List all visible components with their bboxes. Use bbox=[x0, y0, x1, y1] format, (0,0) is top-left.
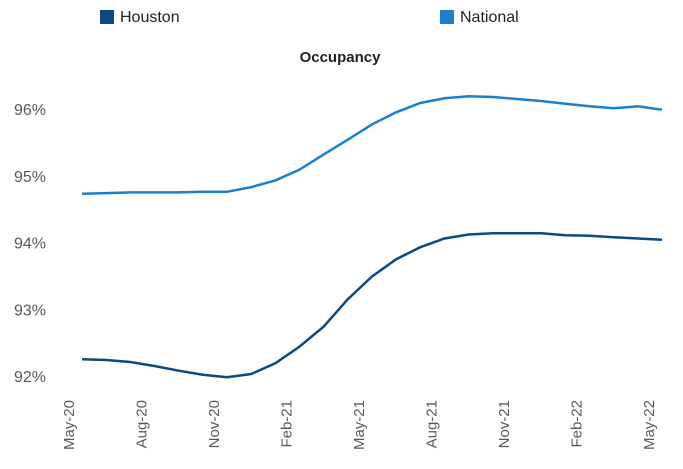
legend-swatch bbox=[440, 10, 454, 24]
x-tick-label: Nov-21 bbox=[496, 400, 513, 448]
x-tick-label: Feb-22 bbox=[568, 400, 585, 448]
y-tick-label: 96% bbox=[14, 102, 46, 119]
legend-label: Houston bbox=[120, 9, 180, 26]
y-tick-label: 95% bbox=[14, 169, 46, 186]
y-tick-label: 92% bbox=[14, 369, 46, 386]
x-tick-label: Aug-21 bbox=[423, 400, 440, 448]
x-tick-label: Nov-20 bbox=[206, 400, 223, 448]
y-tick-label: 94% bbox=[14, 236, 46, 253]
x-tick-label: May-21 bbox=[351, 400, 368, 450]
x-tick-label: Feb-21 bbox=[278, 400, 295, 448]
line-series bbox=[81, 231, 663, 379]
y-tick-label: 93% bbox=[14, 302, 46, 319]
line-series bbox=[81, 95, 663, 196]
x-tick-label: May-20 bbox=[61, 400, 78, 450]
x-tick-label: Aug-20 bbox=[133, 400, 150, 448]
legend-swatch bbox=[100, 10, 114, 24]
legend-label: National bbox=[460, 9, 519, 26]
chart-title: Occupancy bbox=[300, 49, 382, 66]
x-tick-label: May-22 bbox=[641, 400, 658, 450]
